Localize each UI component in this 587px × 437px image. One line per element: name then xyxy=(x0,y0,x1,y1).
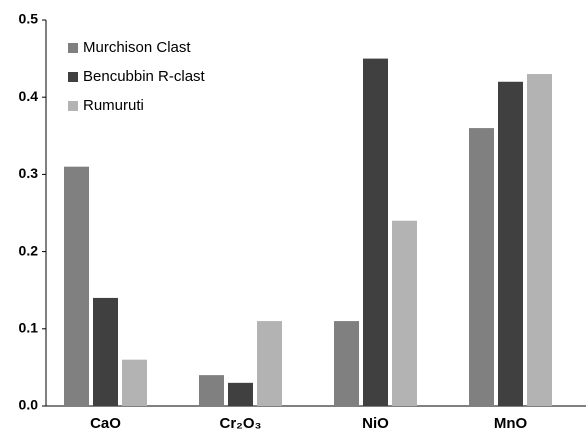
bar xyxy=(257,321,282,406)
y-tick-label: 0.0 xyxy=(19,397,39,413)
legend-swatch xyxy=(68,101,78,111)
x-tick-label: CaO xyxy=(90,415,121,432)
y-tick-label: 0.2 xyxy=(19,242,39,258)
legend-swatch xyxy=(68,43,78,53)
bar xyxy=(228,382,253,406)
y-tick-label: 0.4 xyxy=(19,88,39,104)
bar xyxy=(527,74,552,406)
bar xyxy=(199,375,224,406)
x-tick-label: NiO xyxy=(362,415,389,432)
legend-label: Rumuruti xyxy=(83,97,144,114)
bar xyxy=(498,81,523,406)
bar xyxy=(93,297,118,406)
x-tick-label: MnO xyxy=(494,415,528,432)
y-tick-label: 0.5 xyxy=(19,11,39,27)
x-tick-label: Cr₂O₃ xyxy=(220,415,262,432)
bar xyxy=(64,166,89,406)
bar xyxy=(122,359,147,406)
legend-swatch xyxy=(68,72,78,82)
bar xyxy=(469,128,494,406)
y-tick-label: 0.3 xyxy=(19,165,39,181)
bar xyxy=(334,321,359,406)
bar xyxy=(363,58,388,406)
bar xyxy=(392,220,417,406)
legend-label: Murchison Clast xyxy=(83,39,191,56)
y-tick-label: 0.1 xyxy=(19,320,39,336)
legend-label: Bencubbin R-clast xyxy=(83,68,206,85)
